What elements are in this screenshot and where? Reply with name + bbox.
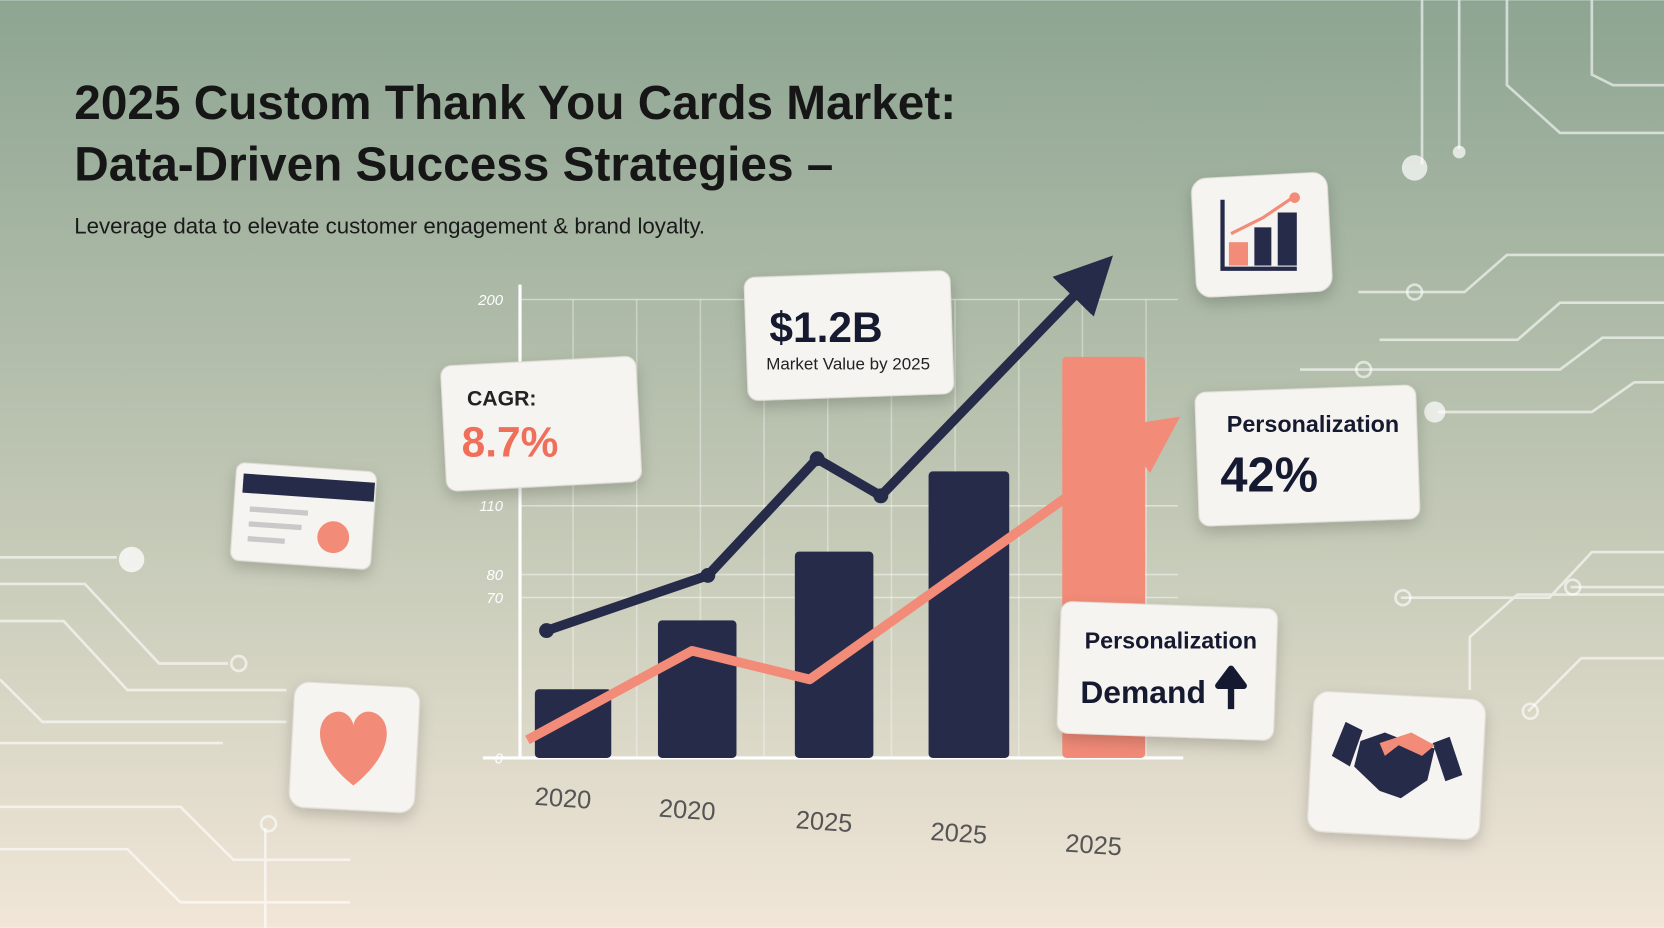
subtitle: Leverage data to elevate customer engage… xyxy=(74,214,705,239)
y-tick-label: 110 xyxy=(479,499,503,515)
x-tick-label: 2025 xyxy=(1064,830,1122,862)
bar xyxy=(928,471,1010,758)
x-tick-label: 2025 xyxy=(930,818,988,850)
callout-cagr: CAGR: 8.7% xyxy=(440,356,642,492)
trend-arrows xyxy=(525,255,1181,745)
title-line: 2025 Custom Thank You Cards Market: xyxy=(74,77,956,130)
y-tick-label: 80 xyxy=(487,568,504,584)
callout-label: CAGR: xyxy=(467,388,537,411)
icon-card xyxy=(230,462,377,570)
x-tick-label: 2025 xyxy=(795,806,853,838)
icon-bar-chart xyxy=(1191,172,1333,298)
callout-personalization: Personalization 42% xyxy=(1194,384,1421,527)
callout-market: $1.2B Market Value by 2025 xyxy=(743,270,955,401)
callout-value: $1.2B xyxy=(769,304,882,351)
callout-label: Market Value by 2025 xyxy=(766,355,930,374)
x-tick-label: 2020 xyxy=(658,795,716,827)
x-tick-label: 2020 xyxy=(534,783,592,815)
callout-demand: Personalization Demand xyxy=(1056,601,1278,741)
callout-value: 42% xyxy=(1220,449,1318,503)
callout-label: Personalization xyxy=(1227,411,1399,437)
title-line: Data-Driven Success Strategies – xyxy=(74,139,833,192)
y-tick-label: 70 xyxy=(487,591,504,607)
y-tick-label: 200 xyxy=(477,293,504,309)
callout-value: 8.7% xyxy=(462,419,559,466)
y-tick-label: 0 xyxy=(495,751,504,767)
callout-label: Personalization xyxy=(1085,628,1257,654)
bar xyxy=(794,551,874,758)
bar xyxy=(657,620,737,758)
icon-handshake xyxy=(1307,691,1486,840)
icon-heart xyxy=(288,681,421,813)
callout-label: Demand xyxy=(1080,674,1206,710)
